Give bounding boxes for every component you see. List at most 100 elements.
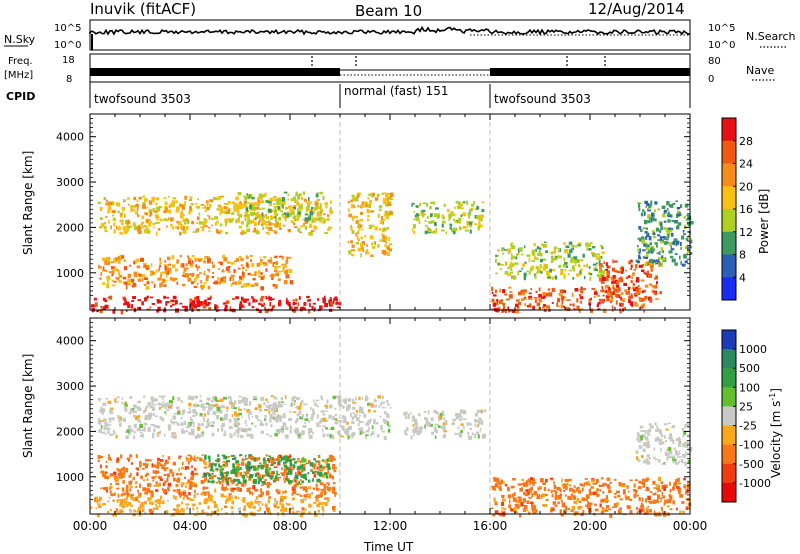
scatter-cell xyxy=(381,239,384,242)
scatter-cell xyxy=(203,466,208,469)
scatter-cell xyxy=(160,495,163,499)
scatter-cell xyxy=(215,503,217,508)
scatter-cell xyxy=(554,495,558,501)
scatter-cell xyxy=(259,297,264,302)
scatter-cell xyxy=(322,489,324,494)
scatter-cell xyxy=(491,308,494,311)
velocity-colorbar-tick-label: 25 xyxy=(739,400,753,413)
scatter-cell xyxy=(527,478,530,481)
velocity-colorbar-swatch xyxy=(722,387,736,407)
scatter-cell xyxy=(115,477,119,481)
scatter-cell xyxy=(582,253,585,258)
scatter-cell xyxy=(208,458,211,462)
scatter-cell xyxy=(631,273,635,276)
scatter-cell xyxy=(563,257,566,262)
scatter-cell xyxy=(303,198,307,202)
scatter-cell xyxy=(272,262,275,267)
scatter-cell xyxy=(652,285,656,289)
scatter-cell xyxy=(334,296,338,301)
scatter-cell xyxy=(322,473,326,478)
scatter-cell xyxy=(277,270,281,273)
scatter-cell xyxy=(179,492,183,495)
scatter-cell xyxy=(558,494,562,500)
scatter-cell xyxy=(474,223,477,225)
scatter-cell xyxy=(404,433,408,436)
nsky-label: N.Sky xyxy=(4,33,36,46)
scatter-cell xyxy=(300,511,305,515)
scatter-cell xyxy=(495,477,500,482)
scatter-cell xyxy=(253,457,256,462)
scatter-cell xyxy=(311,230,315,232)
scatter-cell xyxy=(203,406,208,408)
scatter-cell xyxy=(262,461,267,465)
scatter-cell xyxy=(661,433,664,438)
scatter-cell xyxy=(103,226,107,229)
scatter-cell xyxy=(458,433,461,436)
scatter-cell xyxy=(313,226,318,230)
scatter-cell xyxy=(675,478,679,483)
scatter-cell xyxy=(196,265,201,269)
scatter-cell xyxy=(494,483,498,488)
scatter-cell xyxy=(316,199,320,202)
scatter-cell xyxy=(659,291,662,295)
scatter-cell xyxy=(377,193,380,197)
scatter-cell xyxy=(283,464,287,468)
scatter-cell xyxy=(171,226,174,230)
scatter-cell xyxy=(187,397,190,400)
scatter-cell xyxy=(251,196,255,200)
scatter-cell xyxy=(386,413,390,418)
scatter-cell xyxy=(442,413,445,417)
scatter-cell xyxy=(636,245,639,248)
scatter-cell xyxy=(576,259,581,263)
scatter-cell xyxy=(574,288,579,292)
scatter-cell xyxy=(267,459,271,463)
scatter-cell xyxy=(284,466,287,470)
scatter-cell xyxy=(362,249,364,253)
scatter-cell xyxy=(359,405,361,410)
scatter-cell xyxy=(121,487,125,492)
scatter-cell xyxy=(637,237,640,240)
scatter-cell xyxy=(289,429,292,434)
scatter-cell xyxy=(661,441,663,445)
scatter-cell xyxy=(495,302,499,306)
scatter-cell xyxy=(251,296,254,298)
scatter-cell xyxy=(100,223,105,228)
scatter-cell xyxy=(269,419,272,423)
scatter-cell xyxy=(143,263,147,267)
scatter-cell xyxy=(644,200,648,205)
scatter-cell xyxy=(252,278,256,281)
scatter-cell xyxy=(328,299,332,304)
scatter-cell xyxy=(258,494,262,498)
scatter-cell xyxy=(626,505,628,508)
scatter-cell xyxy=(477,228,480,231)
scatter-cell xyxy=(650,217,653,223)
scatter-cell xyxy=(370,418,372,422)
scatter-cell xyxy=(322,413,326,416)
scatter-cell xyxy=(179,495,182,498)
scatter-cell xyxy=(212,411,216,416)
scatter-cell xyxy=(605,505,610,509)
scatter-cell xyxy=(219,280,222,284)
scatter-cell xyxy=(516,305,520,309)
scatter-cell xyxy=(273,203,276,205)
scatter-cell xyxy=(198,221,203,225)
scatter-cell xyxy=(333,509,336,512)
scatter-cell xyxy=(206,422,211,427)
scatter-cell xyxy=(514,262,519,265)
scatter-cell xyxy=(135,203,139,207)
scatter-cell xyxy=(668,204,672,208)
scatter-cell xyxy=(598,263,603,266)
scatter-cell xyxy=(285,502,288,505)
scatter-cell xyxy=(191,428,195,433)
scatter-cell xyxy=(551,494,554,498)
scatter-cell xyxy=(278,202,283,205)
scatter-cell xyxy=(368,402,372,406)
scatter-cell xyxy=(651,290,655,293)
scatter-cell xyxy=(308,511,311,514)
scatter-cell xyxy=(667,233,670,239)
nsearch-tick-top: 10^5 xyxy=(708,23,735,34)
scatter-cell xyxy=(223,464,225,466)
scatter-cell xyxy=(528,511,531,515)
scatter-cell xyxy=(421,209,426,213)
scatter-cell xyxy=(654,437,658,442)
